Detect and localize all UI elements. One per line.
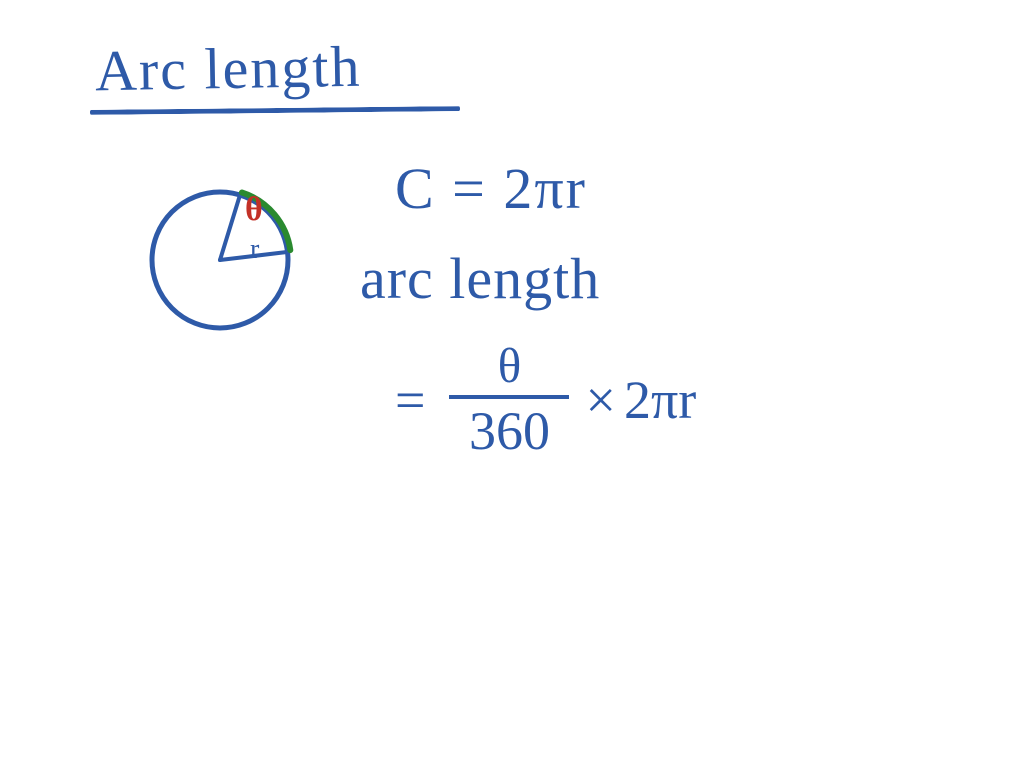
arc-length-label: arc length	[360, 245, 600, 312]
two-pi-r: 2πr	[624, 369, 696, 431]
r-label: r	[250, 234, 260, 265]
theta-over-360: θ 360	[449, 340, 569, 460]
fraction-numerator: θ	[449, 340, 569, 391]
radius-line-1	[220, 195, 240, 260]
title-text: Arc length	[94, 33, 362, 105]
equals-sign: =	[395, 369, 425, 431]
theta-label: θ	[245, 191, 263, 228]
times-sign: ×	[585, 369, 615, 431]
arc-length-formula: = θ 360 × 2πr	[395, 340, 696, 460]
circle-diagram: θ r	[80, 150, 340, 380]
fraction-bar	[449, 395, 569, 399]
circumference-formula: C = 2πr	[395, 155, 587, 222]
fraction-denominator: 360	[449, 403, 569, 460]
whiteboard-canvas: Arc length θ r C = 2πr arc length = θ 36…	[0, 0, 1024, 768]
title-underline	[90, 106, 460, 115]
